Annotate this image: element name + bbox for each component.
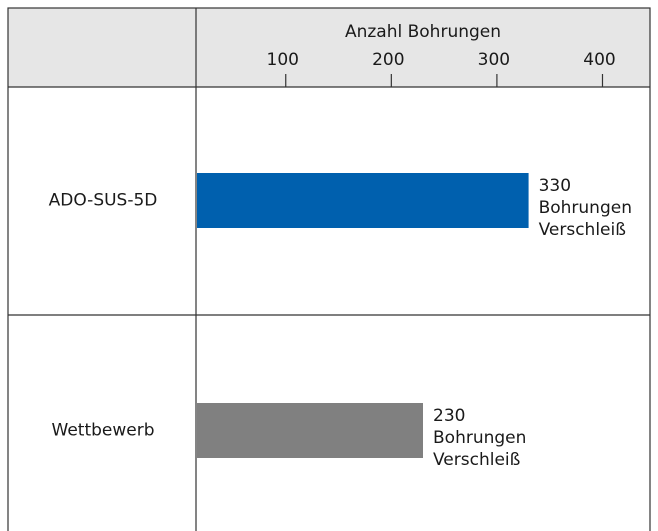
data-label-note: Bohrungen	[433, 428, 526, 448]
x-tick-label: 300	[478, 50, 510, 70]
data-label-note: Verschleiß	[433, 450, 520, 470]
data-label-note: Bohrungen	[539, 198, 632, 218]
data-label: 330	[539, 176, 571, 196]
x-tick-label: 400	[583, 50, 615, 70]
category-label: ADO-SUS-5D	[49, 191, 158, 211]
data-label: 230	[433, 406, 465, 426]
bar	[197, 173, 529, 228]
bar	[197, 403, 423, 458]
frame	[7, 7, 651, 531]
axis-title: Anzahl Bohrungen	[345, 22, 501, 42]
category-label: Wettbewerb	[52, 421, 155, 441]
header-background	[8, 8, 650, 87]
x-tick-label: 200	[372, 50, 404, 70]
data-label-note: Verschleiß	[539, 220, 626, 240]
x-tick-label: 100	[267, 50, 299, 70]
